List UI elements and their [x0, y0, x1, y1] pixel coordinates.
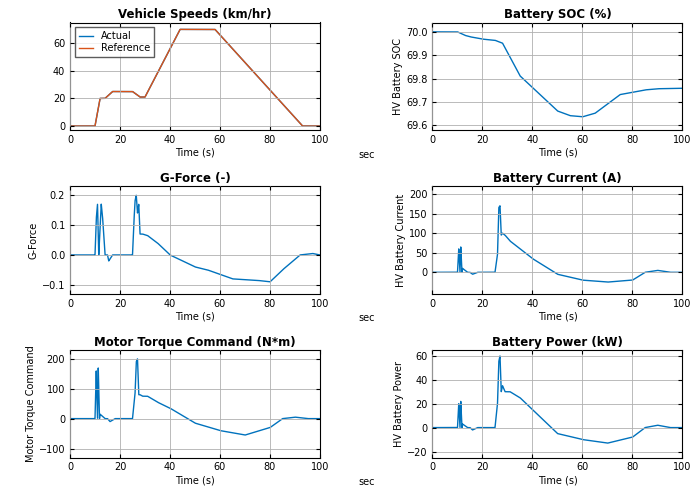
Y-axis label: Motor Torque Command: Motor Torque Command [26, 346, 36, 462]
Actual [316, 123, 324, 129]
Title: Battery Power (kW): Battery Power (kW) [492, 336, 623, 348]
Text: sec: sec [359, 314, 375, 324]
Reference [111, 88, 120, 94]
Reference [176, 26, 184, 32]
Actual [111, 88, 120, 94]
Actual [228, 46, 237, 52]
Y-axis label: G-Force: G-Force [29, 222, 39, 258]
Actual [253, 72, 261, 78]
Reference [228, 46, 237, 52]
Actual [176, 26, 184, 32]
Actual [272, 94, 280, 100]
Legend: Actual, Reference: Actual, Reference [75, 28, 154, 57]
Title: Battery Current (A): Battery Current (A) [494, 172, 622, 185]
Y-axis label: HV Battery SOC: HV Battery SOC [393, 38, 403, 115]
Actual [161, 54, 169, 60]
Y-axis label: HV Battery Current: HV Battery Current [396, 194, 407, 286]
Title: Battery SOC (%): Battery SOC (%) [503, 8, 611, 22]
Reference [253, 72, 261, 78]
Reference [272, 94, 280, 100]
X-axis label: Time (s): Time (s) [175, 312, 215, 322]
X-axis label: Time (s): Time (s) [538, 312, 578, 322]
X-axis label: Time (s): Time (s) [538, 475, 578, 485]
Title: Vehicle Speeds (km/hr): Vehicle Speeds (km/hr) [118, 8, 272, 22]
Reference [161, 54, 169, 60]
X-axis label: Time (s): Time (s) [538, 148, 578, 158]
Actual [66, 123, 74, 129]
Reference [66, 123, 74, 129]
Text: sec: sec [359, 477, 375, 487]
Actual [216, 32, 224, 38]
Text: sec: sec [359, 150, 375, 160]
Title: Motor Torque Command (N*m): Motor Torque Command (N*m) [94, 336, 296, 348]
Y-axis label: HV Battery Power: HV Battery Power [394, 360, 405, 446]
Reference [216, 32, 224, 38]
Title: G-Force (-): G-Force (-) [160, 172, 230, 185]
Line: Actual: Actual [70, 30, 320, 126]
Line: Reference: Reference [70, 30, 320, 126]
X-axis label: Time (s): Time (s) [175, 475, 215, 485]
X-axis label: Time (s): Time (s) [175, 148, 215, 158]
Reference [316, 123, 324, 129]
